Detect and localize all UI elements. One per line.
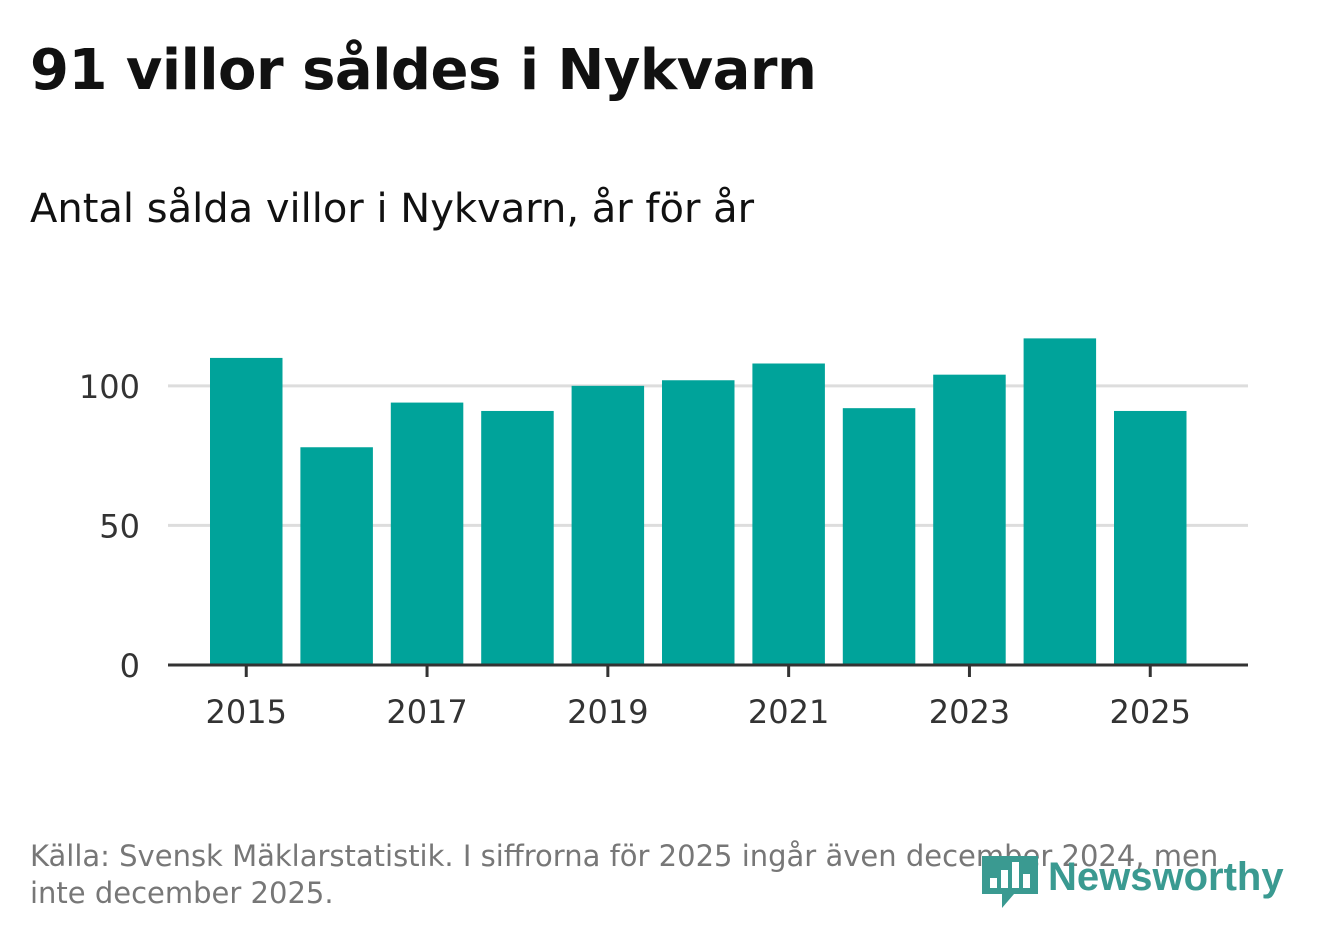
- axes: [168, 663, 1248, 677]
- x-tick-label: 2021: [748, 693, 829, 731]
- bar-2015: 2015: 110: [210, 357, 283, 665]
- tick-labels: 0 50 100 2015 2017 2019 2021 2023 2025: [79, 368, 1191, 731]
- x-tick-label: 2015: [206, 693, 287, 731]
- x-tick-label: 2025: [1110, 693, 1191, 731]
- bar-2017: 2017: 94: [390, 402, 464, 665]
- bar-2024: 2024: 117: [1023, 338, 1097, 665]
- newsworthy-logo[interactable]: Newsworthy: [980, 850, 1295, 912]
- x-tick-label: 2019: [567, 693, 648, 731]
- x-tick-label: 2023: [929, 693, 1010, 731]
- bar-2022: 2022: 92: [842, 408, 916, 665]
- bar-2023: 2023: 104: [933, 374, 1006, 665]
- bars: 2015: 1102016: 782017: 942018: 912019: 1…: [210, 338, 1187, 665]
- y-tick-label: 50: [99, 507, 140, 545]
- logo-text: Newsworthy: [1048, 855, 1284, 899]
- chart-title: 91 villor såldes i Nykvarn: [30, 38, 817, 103]
- x-tick-label: 2017: [386, 693, 467, 731]
- y-tick-label: 100: [79, 368, 140, 406]
- chart-subtitle: Antal sålda villor i Nykvarn, år för år: [30, 186, 755, 232]
- bar-2019: 2019: 100: [571, 385, 645, 665]
- bar-2020: 2020: 102: [662, 380, 735, 665]
- bar-2021: 2021: 108: [752, 363, 825, 665]
- newsworthy-bar-icon: [982, 856, 1038, 908]
- y-tick-label: 0: [120, 647, 140, 685]
- bar-2018: 2018: 91: [481, 410, 554, 665]
- bar-2025: 2025: 91: [1114, 410, 1187, 665]
- bar-2016: 2016: 78: [300, 447, 373, 665]
- bar-chart: 2015: 1102016: 782017: 942018: 912019: 1…: [79, 338, 1248, 731]
